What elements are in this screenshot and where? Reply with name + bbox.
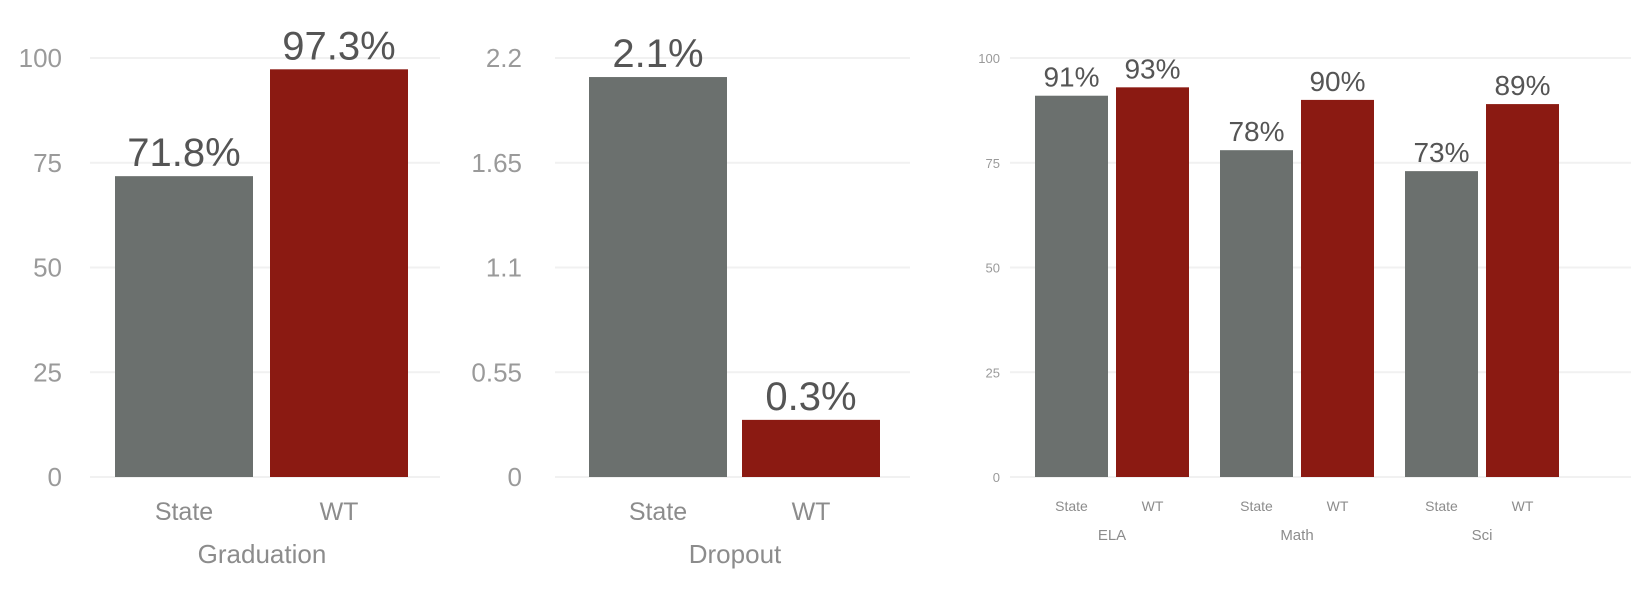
x-tick-label: WT	[320, 498, 359, 526]
data-label: 78%	[1228, 116, 1284, 147]
y-tick-label: 100	[978, 51, 1000, 66]
y-tick-label: 50	[33, 253, 62, 283]
bar	[270, 69, 408, 478]
x-tick-label: State	[1240, 498, 1273, 514]
bar	[115, 176, 253, 477]
x-tick-label: WT	[1512, 498, 1534, 514]
x-axis-title: Dropout	[689, 539, 782, 569]
data-label: 0.3%	[765, 375, 856, 419]
y-tick-label: 1.1	[486, 253, 522, 283]
data-label: 71.8%	[127, 131, 240, 175]
data-label: 91%	[1043, 62, 1099, 93]
y-tick-label: 75	[33, 148, 62, 178]
bar	[1405, 171, 1478, 477]
x-tick-label: WT	[792, 498, 831, 526]
x-axis-title: Graduation	[198, 539, 327, 569]
data-label: 97.3%	[282, 24, 395, 68]
y-tick-label: 75	[986, 156, 1000, 171]
x-tick-label: State	[1055, 498, 1088, 514]
x-tick-label: WT	[1142, 498, 1164, 514]
x-tick-label: State	[1425, 498, 1458, 514]
y-tick-label: 0	[993, 470, 1000, 485]
x-tick-label: State	[629, 498, 687, 526]
data-label: 90%	[1309, 66, 1365, 97]
y-tick-label: 100	[19, 43, 62, 73]
group-label: Math	[1280, 527, 1313, 544]
group-label: Sci	[1472, 527, 1493, 544]
data-label: 93%	[1124, 53, 1180, 84]
x-tick-label: State	[155, 498, 213, 526]
bar	[1301, 99, 1374, 478]
y-tick-label: 50	[986, 261, 1000, 276]
y-tick-label: 0	[48, 462, 62, 492]
data-label: 2.1%	[612, 32, 703, 76]
y-tick-label: 1.65	[471, 148, 522, 178]
bar	[1035, 95, 1108, 478]
group-label: ELA	[1098, 527, 1126, 544]
bar	[1220, 150, 1293, 477]
x-tick-label: WT	[1327, 498, 1349, 514]
y-tick-label: 0	[508, 462, 522, 492]
bar	[1116, 87, 1189, 477]
y-tick-label: 2.2	[486, 43, 522, 73]
bar	[589, 77, 727, 477]
data-label: 73%	[1413, 137, 1469, 168]
y-tick-label: 25	[33, 357, 62, 387]
bar	[1486, 104, 1559, 477]
bar	[742, 419, 880, 477]
data-label: 89%	[1494, 70, 1550, 101]
y-tick-label: 0.55	[471, 357, 522, 387]
y-tick-label: 25	[986, 365, 1000, 380]
